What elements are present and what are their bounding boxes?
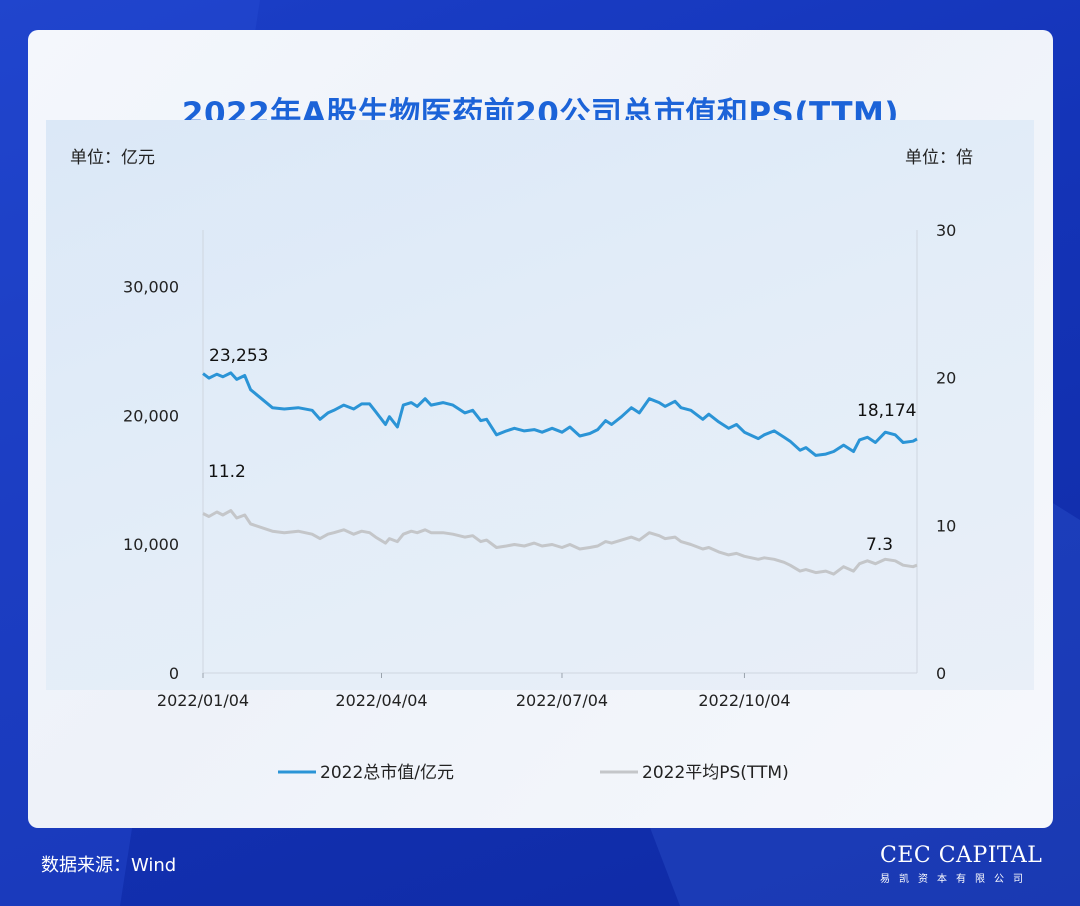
logo-text: CEC CAPITAL: [880, 843, 1043, 868]
x-tick-label: 2022/01/04: [157, 691, 249, 710]
data-label-ps-end: 7.3: [866, 535, 893, 555]
data-label-ps-start: 11.2: [208, 462, 246, 482]
company-logo: CEC CAPITAL 易凯资本有限公司: [880, 843, 1055, 885]
left-axis-unit: 单位：亿元: [70, 148, 155, 168]
chart-card: 2022年A股生物医药前20公司总市值和PS(TTM) 单位：亿元 单位：倍 0…: [28, 30, 1053, 828]
plot-panel: [46, 120, 1034, 690]
y-tick-label: 10,000: [123, 535, 179, 554]
right-axis-unit: 单位：倍: [905, 148, 973, 168]
series-line-market-cap: [202, 371, 918, 457]
y2-tick-label: 10: [936, 516, 956, 535]
y2-tick-label: 0: [936, 664, 946, 683]
y-tick-label: 30,000: [123, 278, 179, 297]
line-chart: 0 10,000 20,000 30,000 0 10 20 30 2022/01/04 20…: [123, 221, 956, 783]
data-label-market-cap-start: 23,253: [209, 346, 268, 366]
data-source-note: 数据来源：Wind: [41, 855, 177, 876]
x-tick-label: 2022/07/04: [516, 691, 608, 710]
legend-label-ps: 2022平均PS(TTM): [642, 763, 789, 783]
series-line-ps: [202, 509, 918, 576]
data-label-market-cap-end: 18,174: [857, 401, 916, 421]
logo-subtitle: 易凯资本有限公司: [880, 874, 1032, 885]
x-tick-label: 2022/10/04: [698, 691, 790, 710]
y-tick-label: 20,000: [123, 406, 179, 425]
legend-label-market-cap: 2022总市值/亿元: [320, 763, 454, 783]
legend: 2022总市值/亿元 2022平均PS(TTM): [278, 763, 789, 783]
y2-tick-label: 20: [936, 369, 956, 388]
x-tick-label: 2022/04/04: [335, 691, 427, 710]
y-tick-label: 0: [169, 664, 179, 683]
y2-tick-label: 30: [936, 221, 956, 240]
